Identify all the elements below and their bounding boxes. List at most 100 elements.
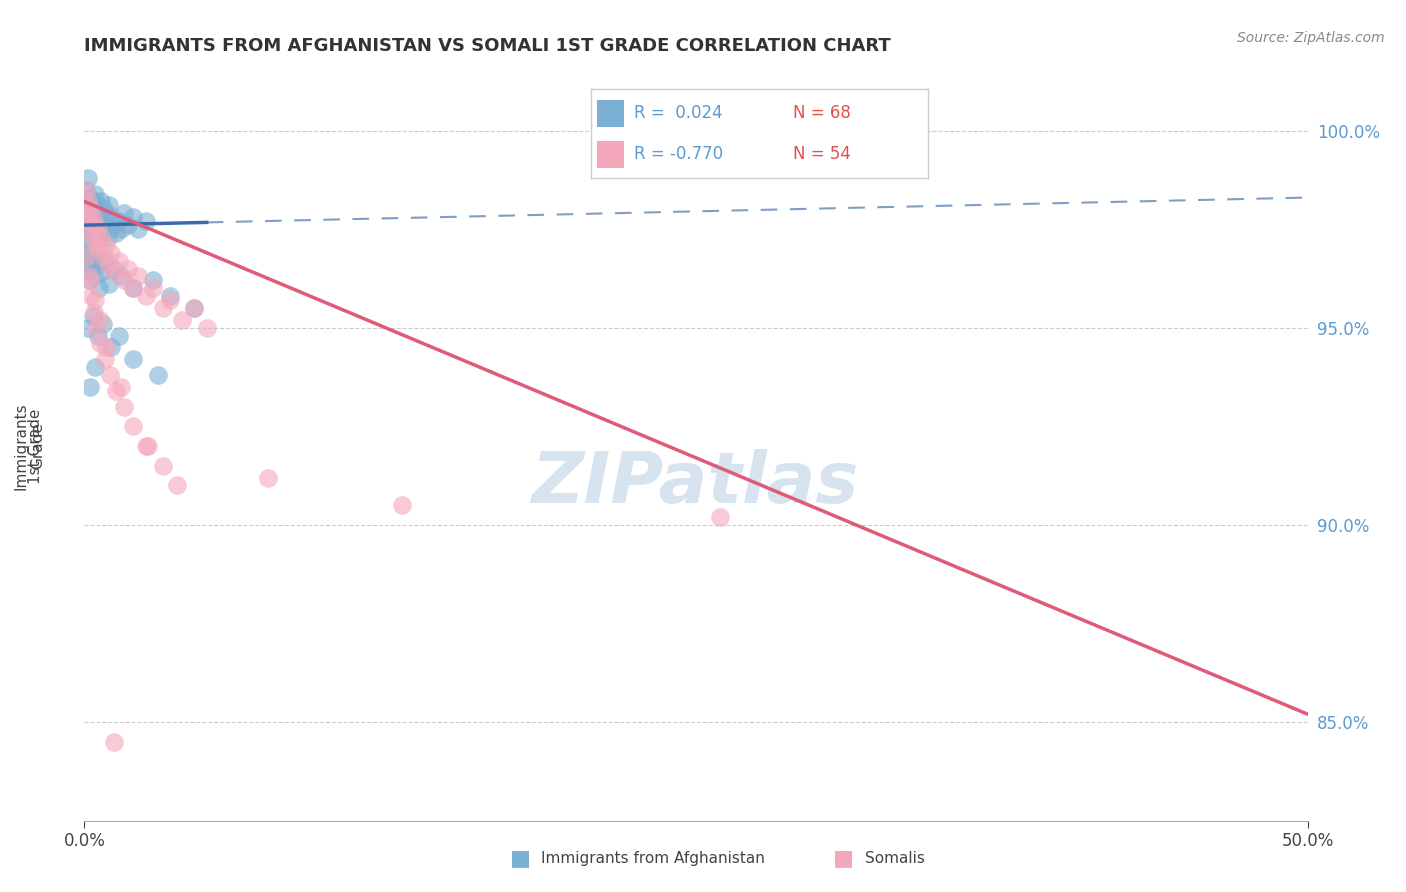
- Point: [127, 222, 149, 236]
- Point: [142, 281, 165, 295]
- Point: [83, 206, 105, 220]
- Point: [97, 258, 120, 272]
- Point: [77, 218, 100, 232]
- Point: [83, 269, 105, 284]
- Point: [80, 226, 103, 240]
- Point: [152, 301, 174, 315]
- Point: [135, 289, 157, 303]
- Point: [122, 281, 145, 295]
- Point: [93, 250, 115, 264]
- Point: [135, 214, 157, 228]
- Point: [94, 218, 117, 232]
- Point: [97, 277, 120, 292]
- Point: [79, 202, 101, 217]
- Point: [76, 211, 98, 225]
- Text: ■: ■: [510, 848, 530, 868]
- Point: [86, 258, 108, 272]
- Point: [87, 222, 110, 236]
- Point: [90, 194, 112, 209]
- Point: [87, 242, 110, 256]
- Point: [146, 368, 169, 382]
- Point: [98, 368, 121, 382]
- Point: [183, 301, 205, 315]
- Point: [112, 206, 135, 220]
- Point: [82, 211, 104, 225]
- Point: [91, 317, 114, 331]
- Text: Immigrants from Afghanistan: Immigrants from Afghanistan: [541, 851, 765, 865]
- Point: [75, 261, 97, 276]
- Point: [117, 261, 139, 276]
- Point: [75, 250, 97, 264]
- Text: ZIPatlas: ZIPatlas: [533, 449, 859, 518]
- Point: [105, 384, 128, 398]
- Bar: [598, 100, 624, 127]
- Point: [112, 273, 135, 287]
- Point: [96, 206, 118, 220]
- Point: [172, 313, 194, 327]
- Point: [89, 313, 111, 327]
- Point: [82, 309, 104, 323]
- Point: [89, 336, 111, 351]
- Point: [97, 198, 120, 212]
- Text: ■: ■: [834, 848, 853, 868]
- Text: Source: ZipAtlas.com: Source: ZipAtlas.com: [1237, 31, 1385, 45]
- Point: [75, 183, 97, 197]
- Point: [103, 218, 125, 232]
- Point: [76, 222, 98, 236]
- Point: [91, 226, 114, 240]
- Point: [709, 510, 731, 524]
- Point: [83, 234, 105, 248]
- Point: [84, 214, 107, 228]
- Point: [87, 281, 110, 295]
- Point: [80, 198, 103, 212]
- Point: [110, 222, 132, 236]
- Point: [93, 202, 115, 217]
- Text: Immigrants
Grade: Immigrants Grade: [13, 402, 45, 490]
- Point: [83, 194, 105, 209]
- Point: [83, 305, 105, 319]
- Text: R = -0.770: R = -0.770: [634, 145, 724, 163]
- Point: [83, 186, 105, 201]
- Point: [77, 234, 100, 248]
- Point: [87, 211, 110, 225]
- Point: [103, 261, 125, 276]
- Point: [142, 273, 165, 287]
- Point: [90, 265, 112, 279]
- Point: [183, 301, 205, 315]
- Point: [77, 194, 100, 209]
- Point: [80, 289, 103, 303]
- Point: [391, 498, 413, 512]
- Point: [93, 253, 115, 268]
- Point: [76, 194, 98, 209]
- Point: [98, 222, 121, 236]
- Point: [122, 281, 145, 295]
- Point: [103, 735, 125, 749]
- Point: [87, 198, 110, 212]
- Point: [135, 439, 157, 453]
- Point: [94, 352, 117, 367]
- Point: [82, 222, 104, 236]
- Point: [80, 250, 103, 264]
- Point: [122, 419, 145, 434]
- Point: [82, 211, 104, 225]
- Point: [77, 202, 100, 217]
- Point: [75, 183, 97, 197]
- Point: [79, 273, 101, 287]
- Point: [96, 238, 118, 252]
- Point: [152, 458, 174, 473]
- Point: [110, 380, 132, 394]
- Point: [159, 289, 181, 303]
- Text: IMMIGRANTS FROM AFGHANISTAN VS SOMALI 1ST GRADE CORRELATION CHART: IMMIGRANTS FROM AFGHANISTAN VS SOMALI 1S…: [84, 37, 891, 54]
- Point: [75, 211, 97, 225]
- Point: [117, 218, 139, 232]
- Point: [83, 293, 105, 307]
- Point: [84, 218, 107, 232]
- Point: [77, 320, 100, 334]
- Point: [127, 269, 149, 284]
- Text: R =  0.024: R = 0.024: [634, 104, 723, 122]
- Point: [107, 328, 129, 343]
- Point: [97, 230, 120, 244]
- Text: N = 54: N = 54: [793, 145, 851, 163]
- Bar: [598, 141, 624, 168]
- Point: [76, 250, 98, 264]
